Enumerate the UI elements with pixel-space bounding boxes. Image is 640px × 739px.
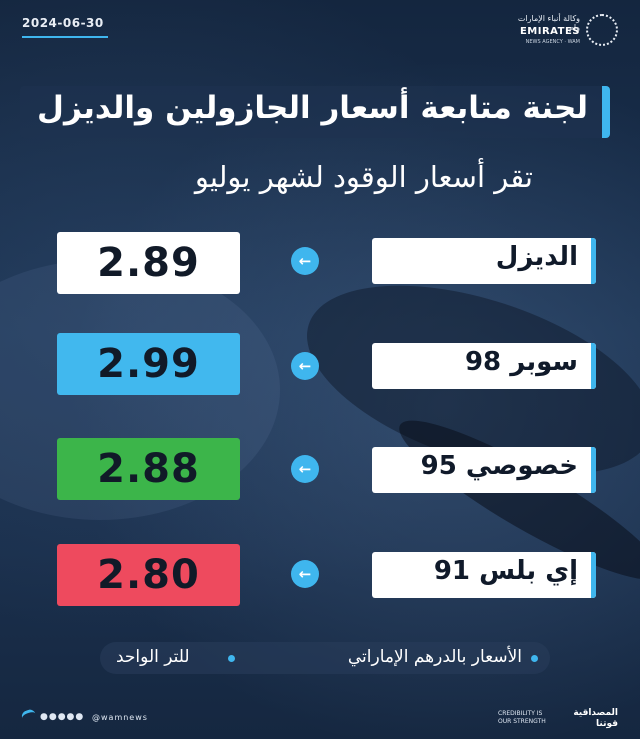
credibility-en: CREDIBILITY IS OUR STRENGTH: [498, 710, 546, 726]
price-value: 2.80: [97, 552, 200, 598]
price-box-special-95: 2.88: [57, 438, 240, 500]
wam-logo-icon: [586, 14, 618, 46]
fuel-label-text: سوبر 98: [464, 347, 578, 377]
logo-english-text: EMIRATES: [519, 26, 580, 37]
title-banner: لجنة متابعة أسعار الجازولين والديزل: [20, 86, 610, 138]
arrow-left-icon: ←: [291, 455, 319, 483]
title-accent-bar: [602, 86, 610, 138]
fuel-label-e-plus-91: إي بلس 91: [372, 552, 596, 598]
label-accent: [591, 447, 596, 493]
label-accent: [591, 343, 596, 389]
price-value: 2.88: [97, 446, 200, 492]
label-accent: [591, 552, 596, 598]
arrow-left-icon: ←: [291, 352, 319, 380]
page-subtitle: تقر أسعار الوقود لشهر يوليو: [194, 160, 533, 194]
price-value: 2.99: [97, 341, 200, 387]
credibility-ar-line2: قوتنا: [596, 719, 618, 729]
page-title: لجنة متابعة أسعار الجازولين والديزل: [37, 90, 588, 126]
date-label: 2024-06-30: [22, 16, 104, 30]
price-box-e-plus-91: 2.80: [57, 544, 240, 606]
fuel-label-text: إي بلس 91: [433, 556, 578, 586]
note-bullet: [531, 655, 538, 662]
wam-logo: وكالة أنباء الإمارات وام EMIRATES NEWS A…: [508, 12, 618, 52]
logo-arabic-text: وكالة أنباء الإمارات وام: [517, 14, 580, 32]
date-underline: [22, 36, 108, 38]
fuel-label-special-95: خصوصي 95: [372, 447, 596, 493]
fuel-label-super-98: سوبر 98: [372, 343, 596, 389]
price-box-super-98: 2.99: [57, 333, 240, 395]
social-icons: ●●●●●: [40, 712, 85, 722]
note-bullet: [228, 655, 235, 662]
credibility-en-line1: CREDIBILITY IS: [498, 710, 543, 717]
credibility-tagline: CREDIBILITY IS OUR STRENGTH المصداقية قو…: [498, 708, 618, 730]
label-accent: [591, 238, 596, 284]
social-handle: @wamnews: [92, 713, 148, 722]
currency-note: الأسعار بالدرهم الإماراتي: [347, 647, 522, 667]
wam-mark-icon: [20, 707, 38, 726]
credibility-ar: المصداقية قوتنا: [573, 708, 618, 730]
credibility-en-line2: OUR STRENGTH: [498, 718, 546, 725]
price-value: 2.89: [97, 240, 200, 286]
fuel-label-diesel: الديزل: [372, 238, 596, 284]
fuel-label-text: الديزل: [495, 242, 578, 272]
unit-note: للتر الواحد: [116, 647, 190, 667]
credibility-ar-line1: المصداقية: [573, 708, 618, 718]
fuel-label-text: خصوصي 95: [420, 451, 578, 481]
price-box-diesel: 2.89: [57, 232, 240, 294]
arrow-left-icon: ←: [291, 247, 319, 275]
arrow-left-icon: ←: [291, 560, 319, 588]
logo-subtext: NEWS AGENCY · WAM: [525, 39, 580, 45]
notes-bar: الأسعار بالدرهم الإماراتي للتر الواحد: [100, 642, 550, 674]
